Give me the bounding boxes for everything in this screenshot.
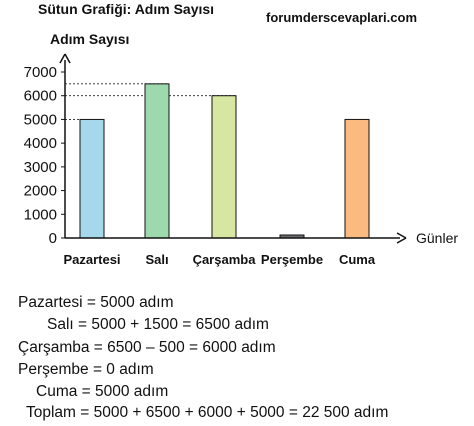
y-tick-label-0: 0	[49, 230, 57, 247]
calc-line-cuma: Cuma = 5000 adım	[36, 383, 169, 400]
watermark: forumderscevaplari.com	[266, 10, 418, 25]
x-axis-label: Günler	[416, 230, 458, 246]
x-tick-label-4: Cuma	[339, 252, 376, 267]
bar-2	[211, 95, 237, 239]
bar-4	[344, 118, 370, 239]
calc-line-sali: Salı = 5000 + 1500 = 6500 adım	[47, 316, 269, 333]
bar-1	[144, 83, 170, 239]
y-tick-label-3000: 3000	[24, 159, 57, 176]
calc-line-persembe: Perşembe = 0 adım	[18, 361, 154, 378]
chart-title: Sütun Grafiği: Adım Sayısı	[38, 1, 214, 17]
x-tick-label-2: Çarşamba	[193, 252, 257, 267]
x-axis-arrow	[396, 232, 407, 244]
bar-chart: Sütun Grafiği: Adım Sayısı Adım Sayısı G…	[24, 1, 459, 267]
calc-line-toplam: Toplam = 5000 + 6500 + 6000 + 5000 = 22 …	[26, 404, 389, 421]
y-tick-label-5000: 5000	[24, 111, 57, 128]
x-tick-label-0: Pazartesi	[63, 252, 120, 267]
x-tick-label-1: Salı	[145, 252, 168, 267]
x-tick-label-3: Perşembe	[261, 252, 323, 267]
y-tick-label-4000: 4000	[24, 135, 57, 152]
y-tick-label-6000: 6000	[24, 88, 57, 105]
y-tick-label-1000: 1000	[24, 206, 57, 223]
bar-0	[79, 118, 105, 239]
calc-line-carsamba: Çarşamba = 6500 – 500 = 6000 adım	[18, 339, 276, 356]
y-axis-label: Adım Sayısı	[50, 31, 129, 47]
calc-line-pazartesi: Pazartesi = 5000 adım	[18, 294, 174, 311]
y-tick-label-2000: 2000	[24, 183, 57, 200]
y-tick-label-7000: 7000	[24, 64, 57, 81]
y-axis-arrow	[59, 53, 71, 64]
